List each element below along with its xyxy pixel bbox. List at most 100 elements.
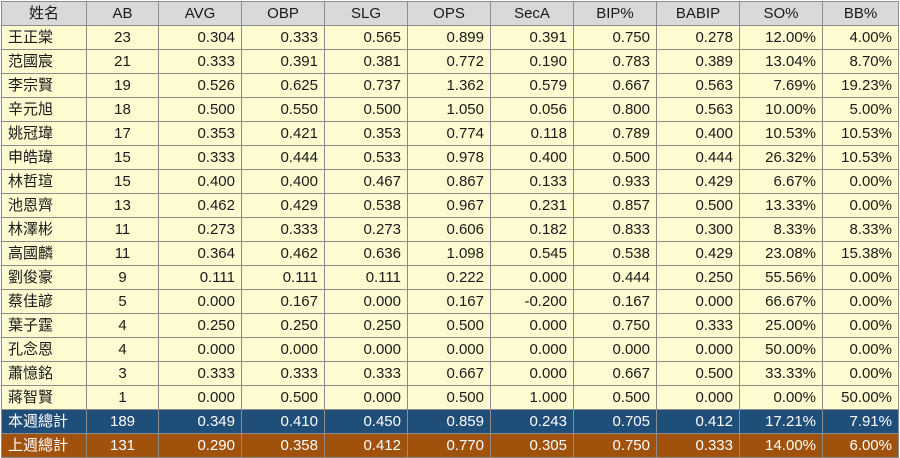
- table-cell: 0.167: [241, 289, 325, 314]
- table-cell: 0.667: [573, 73, 657, 98]
- table-cell: 8.70%: [822, 49, 899, 74]
- table-row: 辛元旭 18 0.500 0.550 0.500 1.050 0.056 0.800 0.563…: [1, 97, 899, 122]
- table-cell: 0.118: [490, 121, 574, 146]
- table-cell: 0.333: [656, 433, 740, 458]
- table-cell: 0.400: [656, 121, 740, 146]
- header-ops: OPS: [407, 1, 491, 26]
- table-cell: 1: [86, 385, 159, 410]
- player-name-cell: 劉俊豪: [1, 265, 87, 290]
- table-cell: 0.000: [407, 337, 491, 362]
- table-cell: 0.789: [573, 121, 657, 146]
- table-cell: 0.333: [241, 25, 325, 50]
- table-cell: 4: [86, 313, 159, 338]
- table-cell: 0.00%: [822, 313, 899, 338]
- table-cell: 21: [86, 49, 159, 74]
- table-cell: 0.579: [490, 73, 574, 98]
- table-cell: 33.33%: [739, 361, 823, 386]
- table-cell: 0.111: [241, 265, 325, 290]
- table-cell: 0.00%: [822, 289, 899, 314]
- header-name: 姓名: [1, 1, 87, 26]
- table-cell: 17: [86, 121, 159, 146]
- table-cell: 0.333: [158, 49, 242, 74]
- header-row: 姓名 AB AVG OBP SLG OPS SecA BIP% BABIP SO…: [1, 1, 899, 26]
- this-week-total-row: 本週總計 189 0.349 0.410 0.450 0.859 0.243 0…: [1, 409, 899, 434]
- table-cell: 0.111: [158, 265, 242, 290]
- table-cell: 0.300: [656, 217, 740, 242]
- table-cell: 23: [86, 25, 159, 50]
- table-cell: 0.00%: [822, 361, 899, 386]
- table-cell: 0.056: [490, 97, 574, 122]
- table-cell: 0.444: [573, 265, 657, 290]
- table-cell: 26.32%: [739, 145, 823, 170]
- table-cell: 0.353: [324, 121, 408, 146]
- table-cell: 0.412: [656, 409, 740, 434]
- table-cell: 0.462: [241, 241, 325, 266]
- table-cell: 0.000: [324, 337, 408, 362]
- table-cell: 0.349: [158, 409, 242, 434]
- table-row: 林哲瑄 15 0.400 0.400 0.467 0.867 0.133 0.933 0.429…: [1, 169, 899, 194]
- header-babip: BABIP: [656, 1, 740, 26]
- table-row: 姚冠瑋 17 0.353 0.421 0.353 0.774 0.118 0.789 0.400…: [1, 121, 899, 146]
- table-cell: 0.667: [407, 361, 491, 386]
- table-cell: 0.636: [324, 241, 408, 266]
- table-cell: 0.545: [490, 241, 574, 266]
- table-cell: 1.050: [407, 97, 491, 122]
- header-avg: AVG: [158, 1, 242, 26]
- table-cell: 0.526: [158, 73, 242, 98]
- table-cell: 0.231: [490, 193, 574, 218]
- player-name-cell: 蔡佳諺: [1, 289, 87, 314]
- table-cell: 0.000: [656, 337, 740, 362]
- player-name-cell: 葉子霆: [1, 313, 87, 338]
- table-cell: 0.000: [158, 337, 242, 362]
- table-cell: 0.421: [241, 121, 325, 146]
- table-cell: 18: [86, 97, 159, 122]
- table-cell: 0.444: [241, 145, 325, 170]
- table-cell: 9: [86, 265, 159, 290]
- table-cell: -0.200: [490, 289, 574, 314]
- table-cell: 0.000: [158, 385, 242, 410]
- table-cell: 10.53%: [739, 121, 823, 146]
- player-name-cell: 李宗賢: [1, 73, 87, 98]
- table-cell: 0.500: [324, 97, 408, 122]
- table-cell: 0.750: [573, 313, 657, 338]
- table-cell: 0.750: [573, 433, 657, 458]
- table-cell: 0.000: [656, 385, 740, 410]
- table-cell: 55.56%: [739, 265, 823, 290]
- table-cell: 4: [86, 337, 159, 362]
- table-cell: 0.000: [324, 289, 408, 314]
- table-cell: 0.243: [490, 409, 574, 434]
- table-cell: 12.00%: [739, 25, 823, 50]
- table-cell: 19.23%: [822, 73, 899, 98]
- table-cell: 0.290: [158, 433, 242, 458]
- table-cell: 0.358: [241, 433, 325, 458]
- table-cell: 0.859: [407, 409, 491, 434]
- player-name-cell: 申皓瑋: [1, 145, 87, 170]
- table-cell: 0.333: [158, 361, 242, 386]
- table-row: 高國麟 11 0.364 0.462 0.636 1.098 0.545 0.538 0.429…: [1, 241, 899, 266]
- player-name-cell: 范國宸: [1, 49, 87, 74]
- table-cell: 0.774: [407, 121, 491, 146]
- table-cell: 上週總計: [1, 433, 87, 458]
- table-cell: 0.400: [241, 169, 325, 194]
- table-cell: 25.00%: [739, 313, 823, 338]
- table-cell: 14.00%: [739, 433, 823, 458]
- table-cell: 3: [86, 361, 159, 386]
- table-cell: 1.098: [407, 241, 491, 266]
- table-cell: 6.67%: [739, 169, 823, 194]
- table-cell: 7.91%: [822, 409, 899, 434]
- table-cell: 0.000: [490, 361, 574, 386]
- table-cell: 0.625: [241, 73, 325, 98]
- table-row: 王正棠 23 0.304 0.333 0.565 0.899 0.391 0.750 0.278…: [1, 25, 899, 50]
- table-cell: 0.933: [573, 169, 657, 194]
- table-cell: 0.899: [407, 25, 491, 50]
- table-row: 蔣智賢 1 0.000 0.500 0.000 0.500 1.000 0.500 0.000 0…: [1, 385, 899, 410]
- table-cell: 0.563: [656, 73, 740, 98]
- table-row: 李宗賢 19 0.526 0.625 0.737 1.362 0.579 0.667 0.563…: [1, 73, 899, 98]
- table-cell: 0.000: [158, 289, 242, 314]
- table-body: 王正棠 23 0.304 0.333 0.565 0.899 0.391 0.750 0.278…: [1, 25, 899, 410]
- table-cell: 23.08%: [739, 241, 823, 266]
- table-cell: 0.273: [158, 217, 242, 242]
- last-week-total-row: 上週總計 131 0.290 0.358 0.412 0.770 0.305 0…: [1, 433, 899, 458]
- table-cell: 0.750: [573, 25, 657, 50]
